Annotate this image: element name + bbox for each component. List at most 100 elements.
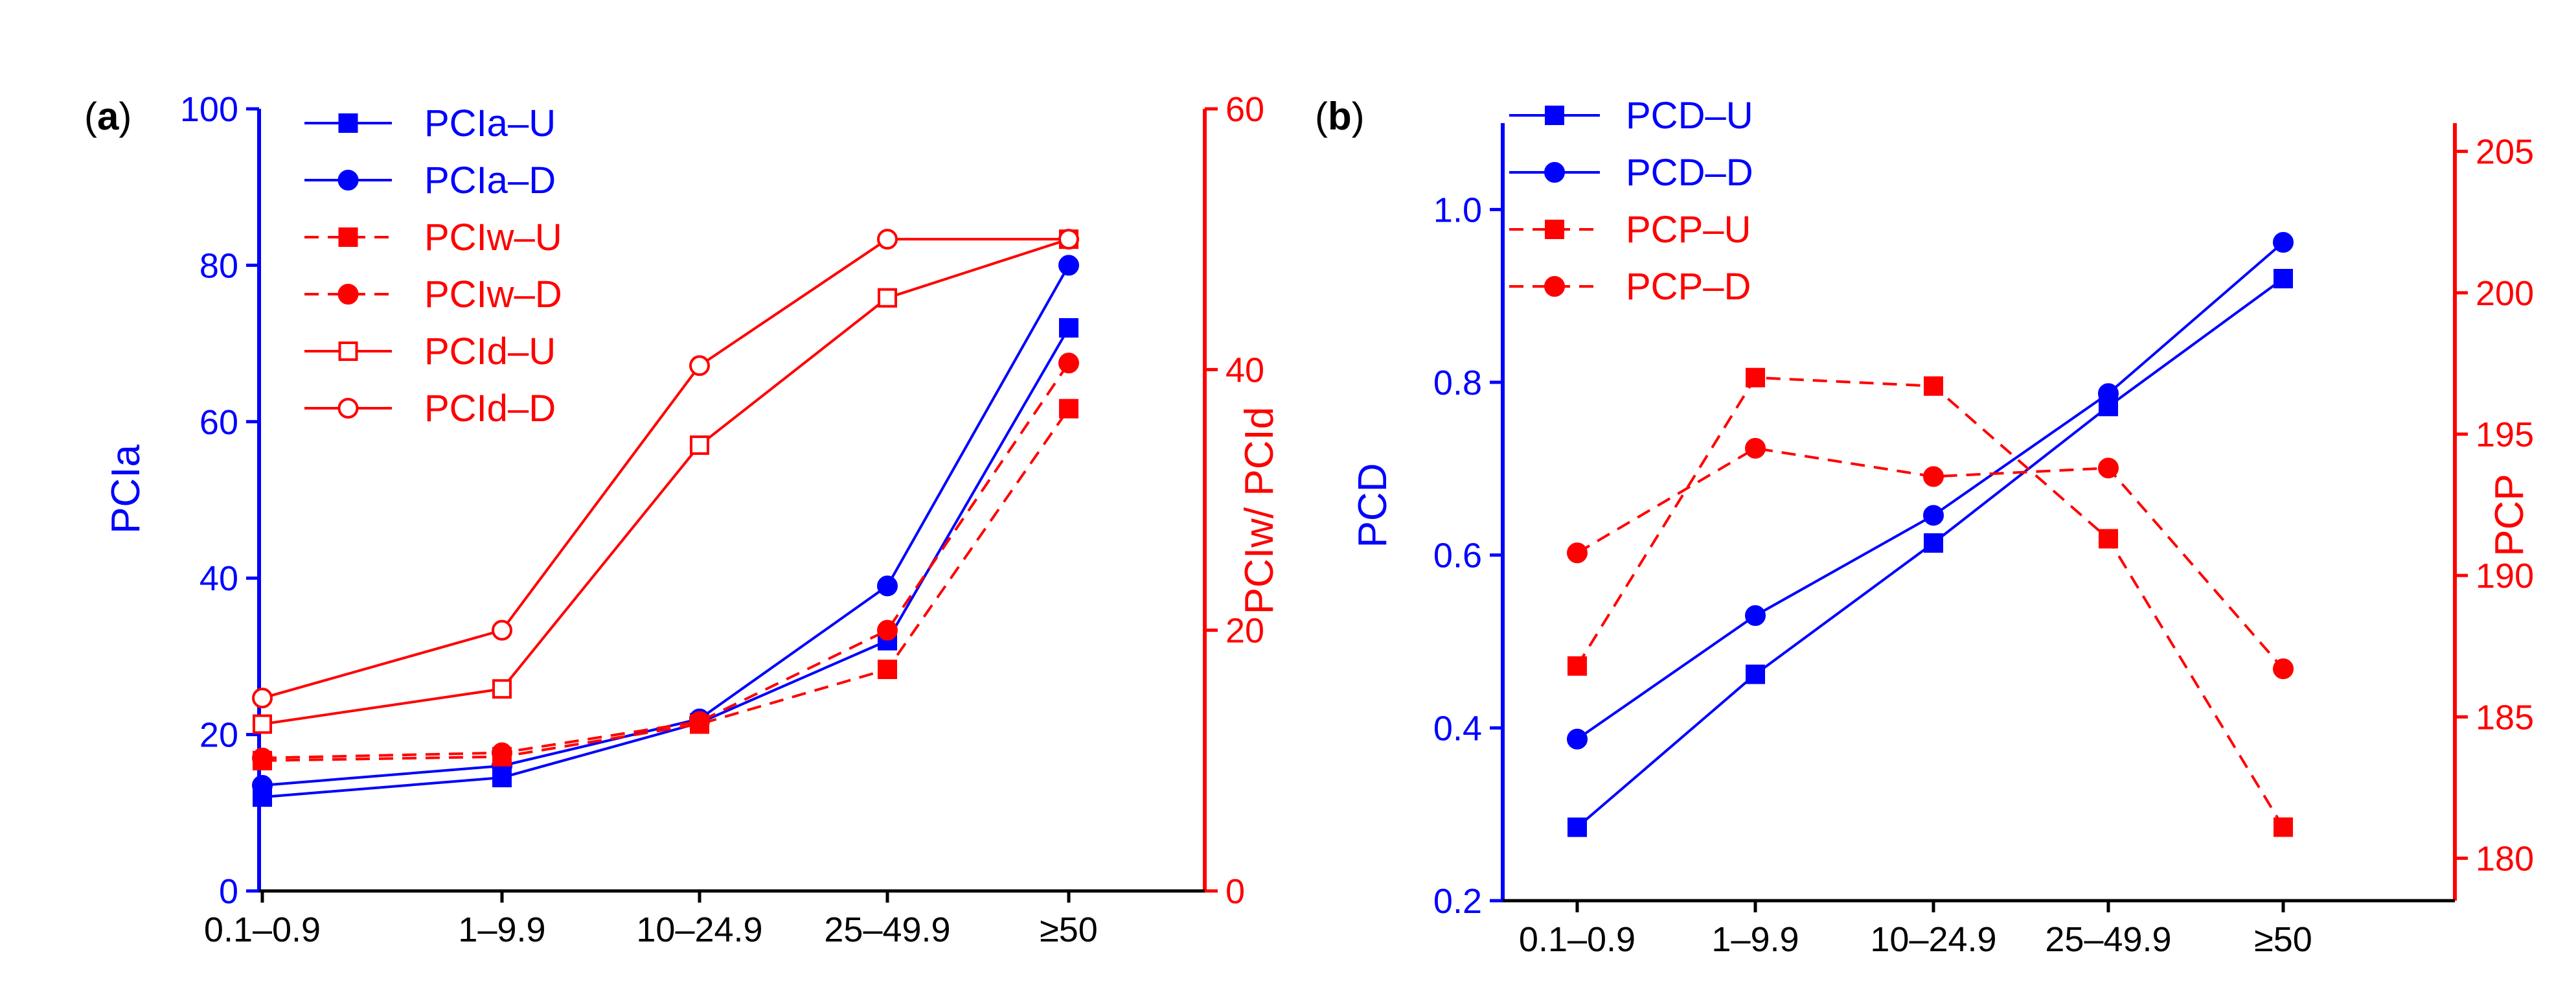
panel-b-right-tick-label: 185 (2476, 698, 2534, 737)
panel-a: 0 20 40 60 80 100 0 20 40 60 0.1–0.9 1–9.9 10–24.9 25… (84, 90, 1282, 949)
panel-b-series-pcp-d (1567, 437, 2294, 680)
panel-b-legend-item: PCD–U (1509, 95, 1753, 137)
panel-b-data-point (2274, 269, 2293, 288)
panel-b-data-point (1567, 817, 1587, 837)
panel-b-data-point (1567, 656, 1587, 676)
panel-b-axes: 0.2 0.4 0.6 0.8 1.0 180 185 190 195 200 205 0.1–0.9… (1433, 123, 2534, 959)
panel-a-left-tick-label: 100 (180, 90, 238, 129)
panel-b-data-point (2098, 457, 2119, 479)
panel-a-data-point (689, 711, 710, 732)
panel-b-legend-marker (1544, 276, 1565, 297)
panel-b-legend-item: PCP–U (1509, 209, 1751, 251)
panel-a-left-axis-title: PCIa (104, 445, 148, 534)
panel-b-data-point (1745, 437, 1766, 459)
panel-b-legend-label: PCP–D (1626, 266, 1751, 308)
panel-b-label-close: ) (1352, 95, 1365, 138)
panel-a-left-tick-label: 60 (199, 403, 238, 442)
panel-b-left-tick-label: 0.4 (1433, 709, 1482, 748)
panel-b-series-pcp-u (1567, 367, 2293, 837)
panel-a-data-point (877, 229, 898, 250)
panel-a-x-tick-label: 1–9.9 (458, 910, 545, 949)
panel-a-right-tick-label: 60 (1225, 90, 1264, 129)
panel-a-legend-item: PCId–D (304, 387, 556, 430)
panel-a-series (252, 229, 1079, 807)
panel-a-right-tick-label: 40 (1225, 351, 1264, 389)
panel-b-label-letter: b (1328, 95, 1352, 138)
panel-a-label: (a) (84, 95, 131, 138)
panel-b-data-point (2098, 383, 2119, 404)
panel-b-x-tick-label: ≥50 (2254, 920, 2312, 959)
panel-b-right-tick-label: 190 (2476, 557, 2534, 595)
panel-b-right-tick-label: 180 (2476, 840, 2534, 879)
panel-a-legend-label: PCId–D (424, 387, 556, 430)
panel-a-legend-item: PCIa–D (304, 159, 556, 202)
panel-a-left-tick-label: 40 (199, 559, 238, 598)
panel-b-label-open: ( (1315, 95, 1328, 138)
panel-a-legend-item: PCIw–U (304, 216, 562, 259)
panel-a-legend-marker (338, 113, 358, 133)
panel-b-left-tick-label: 0.2 (1433, 882, 1482, 921)
panel-b-right-tick-label: 205 (2476, 133, 2534, 172)
panel-a-data-point (492, 679, 512, 699)
panel-a-right-tick-label: 0 (1225, 872, 1245, 911)
panel-a-right-axis-title: PCIw/ PCId (1237, 407, 1282, 614)
panel-b-series-pcd-u (1567, 269, 2293, 837)
panel-a-data-point (1058, 255, 1079, 276)
panel-b-data-point (1924, 376, 1943, 396)
panel-b-data-point (2099, 529, 2118, 549)
panel-b-data-point (1746, 664, 1765, 684)
panel-b-legend-label: PCD–U (1626, 95, 1753, 137)
panel-a-data-point (252, 747, 273, 768)
panel-a-data-point (1059, 318, 1078, 338)
panel-a-legend-marker (337, 284, 359, 305)
panel-a-label-open: ( (84, 95, 97, 138)
panel-a-left-tick-label: 80 (199, 246, 238, 285)
panel-a-data-point (690, 435, 709, 456)
panel-a-left-tick-label: 20 (199, 716, 238, 755)
panel-a-legend-marker (337, 170, 359, 191)
panel-b-x-tick-label: 1–9.9 (1711, 920, 1799, 959)
panel-a-x-tick-label: 10–24.9 (636, 910, 762, 949)
panel-a-data-point (1058, 229, 1079, 250)
panel-b-data-point (1923, 505, 1944, 526)
panel-a-x-tick-label: 0.1–0.9 (204, 910, 321, 949)
panel-a-data-point (492, 742, 512, 763)
panel-a-data-point (1059, 399, 1078, 419)
panel-a-right-tick-label: 20 (1225, 612, 1264, 651)
panel-a-series-pciw-d (252, 352, 1079, 768)
panel-b-data-point (2273, 658, 2294, 680)
panel-a-data-point (492, 619, 512, 641)
panel-a-legend-marker (338, 341, 358, 361)
panel-b-legend-marker (1545, 220, 1564, 239)
panel-a-label-letter: a (97, 95, 119, 138)
panel-b-data-point (1924, 533, 1943, 553)
panel-a-series-pcid-u (253, 229, 1078, 734)
panel-b-series-pcd-d (1567, 232, 2294, 750)
panel-b-right-axis-title: PCP (2487, 474, 2532, 556)
panel-b-legend-item: PCD–D (1509, 152, 1753, 194)
panel-b-data-point (1567, 728, 1588, 750)
panel-b-left-tick-label: 1.0 (1433, 191, 1482, 229)
panel-b-data-point (2273, 232, 2294, 253)
panel-a-x-tick-label: ≥50 (1040, 910, 1098, 949)
panel-b-legend-label: PCD–D (1626, 152, 1753, 194)
panel-b-left-axis-title: PCD (1351, 463, 1395, 548)
panel-b-x-tick-label: 0.1–0.9 (1519, 920, 1636, 959)
panel-b-data-point (1923, 466, 1944, 487)
panel-b-data-point (1746, 367, 1765, 387)
panel-a-data-point (252, 775, 273, 796)
panel-a-data-point (689, 355, 710, 376)
panel-a-legend-item: PCId–U (304, 330, 556, 373)
panel-b-x-tick-label: 25–49.9 (2045, 920, 2171, 959)
panel-a-legend-label: PCIa–D (424, 159, 556, 202)
panel-a-data-point (877, 575, 898, 597)
panel-a-left-tick-label: 0 (219, 872, 238, 911)
panel-b-legend-item: PCP–D (1509, 266, 1751, 308)
panel-b-left-tick-label: 0.6 (1433, 537, 1482, 575)
panel-a-series-line-pciw-d (262, 362, 1070, 759)
panel-b-data-point (2274, 817, 2293, 837)
panel-a-data-point (253, 714, 272, 734)
panel-b-legend: PCD–U PCD–D PCP–U PCP–D (1509, 95, 1753, 308)
